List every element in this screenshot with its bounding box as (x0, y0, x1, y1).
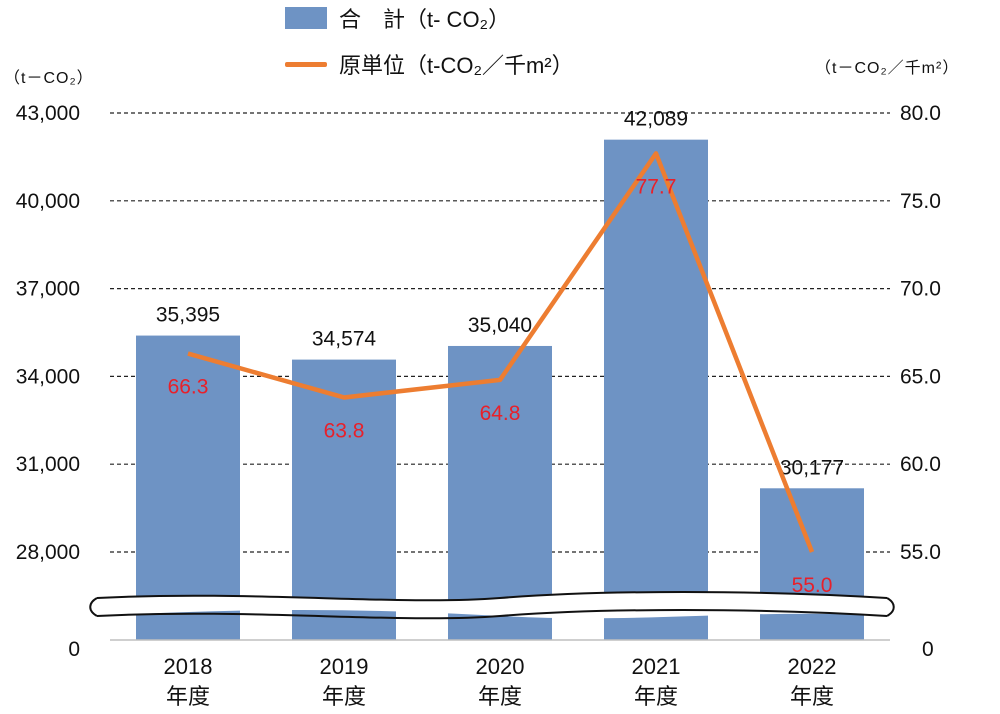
bar (448, 345, 552, 640)
bar (136, 335, 240, 640)
left-tick-label: 31,000 (16, 453, 80, 476)
left-zero-label: 0 (68, 638, 80, 661)
right-tick-label: 65.0 (900, 365, 941, 388)
bar (292, 359, 396, 640)
category-label: 2020 年度 (476, 654, 525, 709)
left-tick-label: 43,000 (16, 102, 80, 125)
right-zero-label: 0 (922, 638, 934, 661)
bar (604, 139, 708, 640)
axis-break-band (97, 592, 887, 619)
axis-break-ends (89, 597, 895, 617)
bar-value-label: 34,574 (312, 328, 377, 351)
left-tick-label: 40,000 (16, 190, 80, 213)
bar-value-label: 35,395 (156, 304, 220, 327)
category-label: 2022 年度 (788, 654, 837, 709)
bar-value-label: 42,089 (624, 108, 688, 131)
legend-line-swatch (285, 61, 327, 67)
left-tick-label: 28,000 (16, 541, 80, 564)
right-tick-label: 60.0 (900, 453, 941, 476)
line-value-label: 77.7 (636, 175, 677, 198)
bar-value-label: 30,177 (780, 456, 844, 479)
axis-break-top-line (96, 591, 888, 602)
left-tick-label: 37,000 (16, 278, 80, 301)
legend-bar-label: 合 計（t- CO₂） (339, 7, 511, 32)
right-tick-label: 55.0 (900, 541, 941, 564)
category-label: 2019 年度 (320, 654, 369, 709)
line-value-label: 66.3 (168, 376, 209, 399)
right-tick-label: 80.0 (900, 102, 941, 125)
right-axis-unit: （t－CO₂／千m²） (815, 60, 960, 77)
line-value-label: 63.8 (324, 419, 365, 442)
legend-bar-entry: 合 計（t- CO₂） (285, 2, 510, 34)
axis-break-bottom-line (96, 609, 888, 620)
bar-value-label: 35,040 (468, 314, 532, 337)
right-tick-label: 70.0 (900, 278, 941, 301)
legend-line-label: 原単位（t-CO₂／千m²） (339, 53, 574, 78)
right-tick-label: 75.0 (900, 190, 941, 213)
left-tick-label: 34,000 (16, 365, 80, 388)
line-value-label: 55.0 (792, 574, 833, 597)
bar (760, 488, 864, 640)
legend-bar-swatch (285, 7, 327, 29)
category-label: 2018 年度 (164, 654, 213, 709)
legend-line-entry: 原単位（t-CO₂／千m²） (285, 48, 574, 80)
category-label: 2021 年度 (632, 654, 681, 709)
line-value-label: 64.8 (480, 402, 521, 425)
left-axis-unit: （t－CO₂） (4, 70, 94, 87)
